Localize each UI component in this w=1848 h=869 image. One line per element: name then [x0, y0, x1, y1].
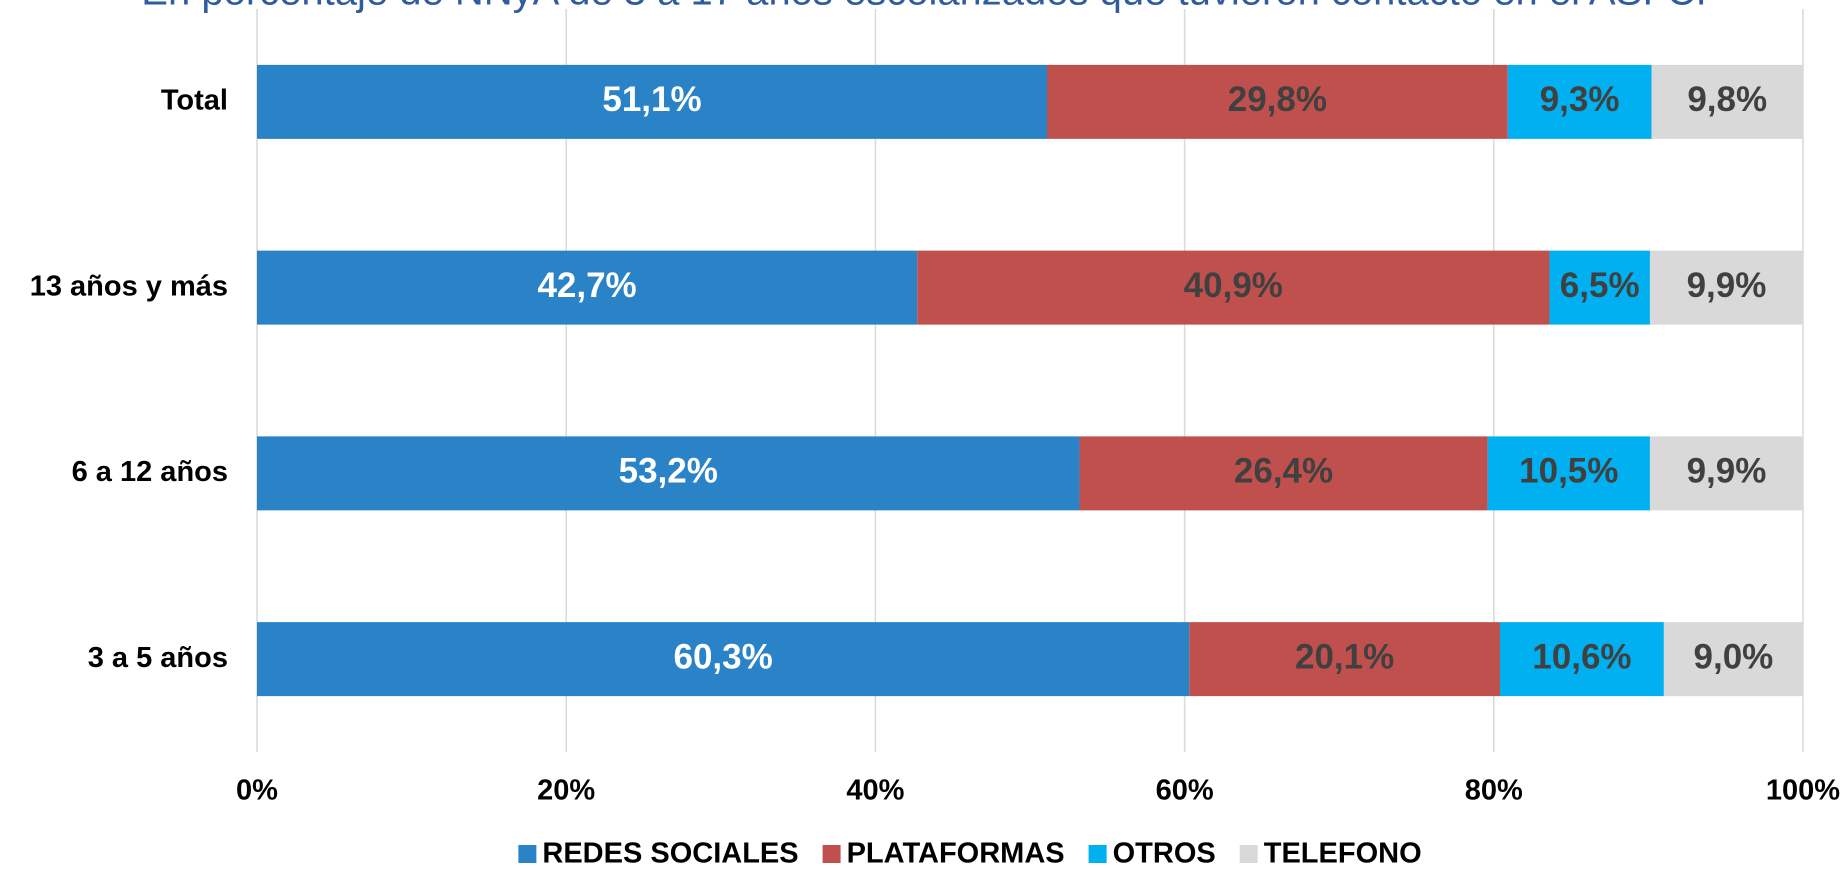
data-label: 60,3%	[673, 637, 772, 676]
y-tick-label: Total	[161, 85, 228, 117]
legend-swatch	[1088, 845, 1107, 863]
chart-title: En porcentaje de NNyA de 3 a 17 años esc…	[141, 0, 1706, 14]
bar-segment	[1499, 622, 1664, 697]
x-tick-label: 0%	[236, 775, 278, 807]
data-label: 29,8%	[1228, 80, 1327, 119]
legend-swatch	[518, 845, 537, 863]
data-label: 6,5%	[1560, 266, 1640, 305]
legend-label: TELEFONO	[1264, 838, 1422, 869]
bar-segment	[1487, 436, 1650, 511]
data-label: 9,9%	[1687, 266, 1767, 305]
data-label: 9,9%	[1687, 452, 1767, 491]
y-tick-label: 13 años y más	[30, 270, 228, 302]
bar-segment	[1649, 436, 1803, 511]
data-label: 40,9%	[1184, 266, 1283, 305]
data-label: 9,0%	[1694, 637, 1774, 676]
data-label: 9,3%	[1540, 80, 1620, 119]
data-label: 51,1%	[602, 80, 701, 119]
data-label: 20,1%	[1295, 637, 1394, 676]
data-label: 10,6%	[1532, 637, 1631, 676]
legend-label: OTROS	[1113, 838, 1216, 869]
bar-segment	[1651, 64, 1803, 139]
bar-segment	[257, 250, 918, 325]
bar-segment	[1189, 622, 1500, 697]
bar-segment	[1079, 436, 1488, 511]
bar-segment	[1549, 250, 1650, 325]
x-tick-label: 80%	[1465, 775, 1523, 807]
data-label: 10,5%	[1519, 452, 1618, 491]
data-label: 42,7%	[537, 266, 636, 305]
x-tick-label: 60%	[1156, 775, 1214, 807]
bar-segment	[917, 250, 1550, 325]
bar-segment	[257, 622, 1190, 697]
data-label: 53,2%	[619, 452, 718, 491]
legend-swatch	[1239, 845, 1258, 863]
legend-label: REDES SOCIALES	[542, 838, 798, 869]
data-label: 26,4%	[1234, 452, 1333, 491]
x-tick-label: 20%	[537, 775, 595, 807]
data-label: 9,8%	[1687, 80, 1767, 119]
bar-segment	[1047, 64, 1508, 139]
legend-label: PLATAFORMAS	[847, 838, 1065, 869]
y-tick-label: 3 a 5 años	[88, 642, 228, 674]
x-tick-label: 100%	[1766, 775, 1840, 807]
bar-segment	[1663, 622, 1803, 697]
bar-segment	[1507, 64, 1652, 139]
y-tick-label: 6 a 12 años	[72, 456, 228, 488]
bar-segment	[257, 436, 1080, 511]
x-tick-label: 40%	[846, 775, 904, 807]
bar-segment	[1649, 250, 1803, 325]
bar-segment	[257, 64, 1048, 139]
legend-swatch	[822, 845, 841, 863]
